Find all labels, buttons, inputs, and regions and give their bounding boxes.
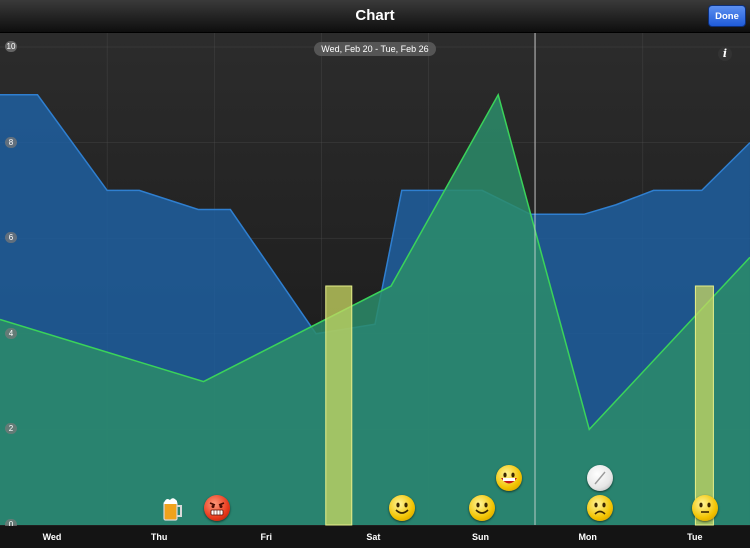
series-blue-line (0, 94, 750, 335)
pill-icon (586, 465, 613, 491)
bar (325, 285, 353, 526)
y-tick-label: 2 (5, 423, 17, 435)
bar (694, 285, 714, 526)
x-axis: Wed Thu Fri Sat Sun Mon Tue (0, 526, 750, 548)
y-tick-label: 0 (5, 519, 17, 526)
done-button[interactable]: Done (708, 5, 746, 27)
x-tick-label: Mon (578, 532, 597, 542)
grinning-face-icon (495, 465, 522, 491)
page-title: Chart (355, 7, 395, 24)
x-tick-label: Thu (150, 532, 168, 542)
info-icon[interactable]: i (718, 47, 732, 61)
x-tick-label: Tue (687, 532, 703, 542)
chart-svg (0, 33, 750, 526)
smiley-face-icon (388, 495, 415, 521)
series-green-line (0, 92, 750, 431)
y-tick-label: 6 (5, 232, 17, 244)
series-green-area (0, 94, 750, 526)
y-tick-label: 10 (5, 41, 17, 52)
sad-face-icon (586, 495, 613, 521)
x-tick-label: Wed (42, 532, 62, 542)
x-tick-label: Sun (472, 532, 490, 542)
smiley-face-icon (469, 495, 496, 521)
navigation-bar: Chart Done (0, 0, 750, 33)
angry-face-icon (204, 495, 231, 521)
neutral-face-icon (691, 495, 718, 521)
y-tick-label: 8 (5, 136, 17, 148)
beer-mug-icon (162, 496, 184, 522)
chart-area: Wed, Feb 20 - Tue, Feb 26 i 0 2 4 6 8 10 (0, 33, 750, 526)
date-range-label: Wed, Feb 20 - Tue, Feb 26 (314, 42, 436, 56)
y-tick-label: 4 (5, 327, 17, 339)
x-tick-label: Sat (366, 532, 381, 542)
x-tick-label: Fri (260, 532, 273, 542)
